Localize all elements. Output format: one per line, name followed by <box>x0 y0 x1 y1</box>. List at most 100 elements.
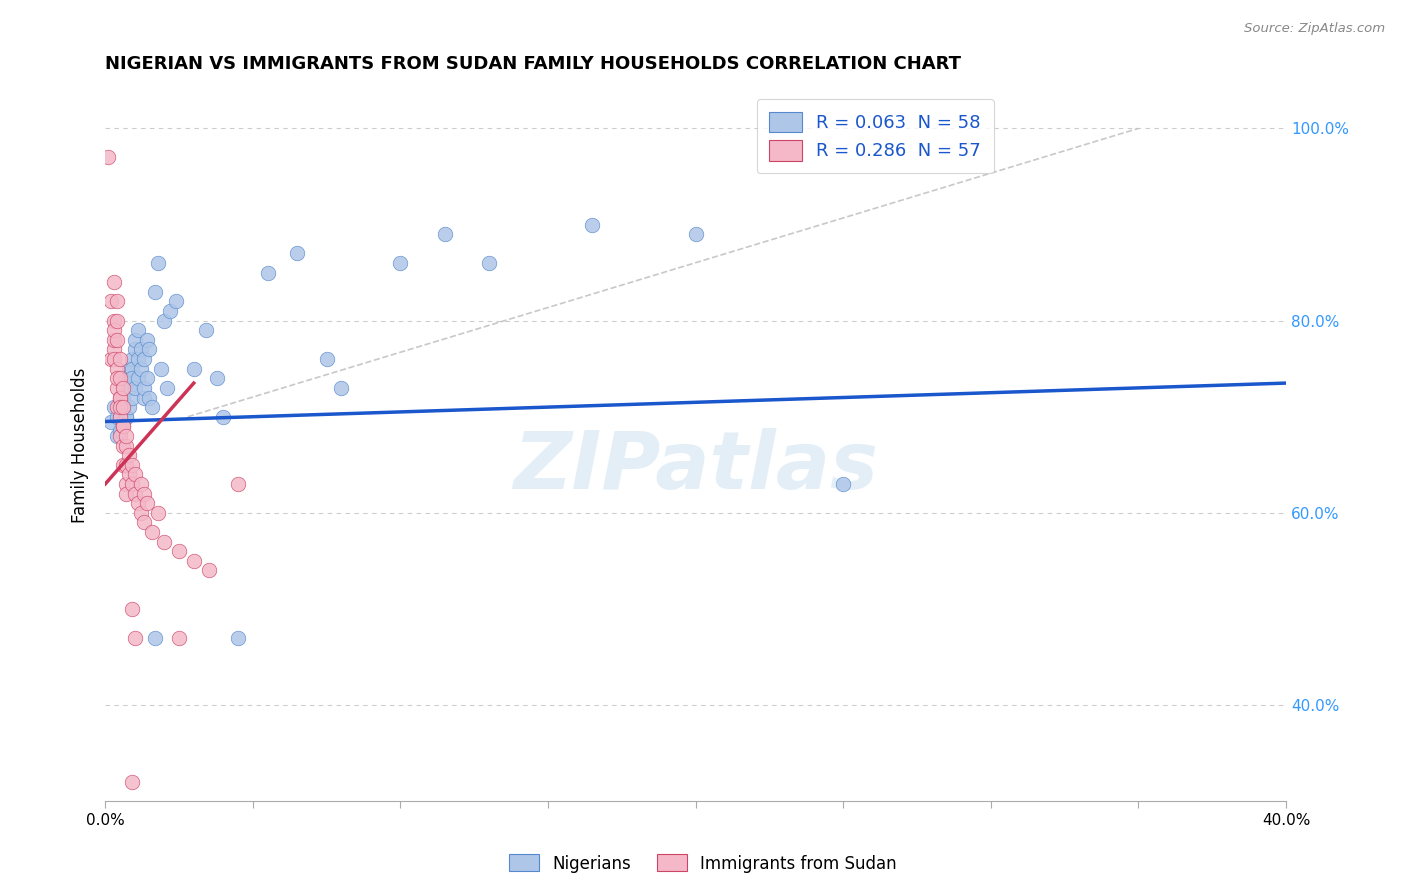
Point <box>103 352 125 367</box>
Point <box>111 415 134 429</box>
Point <box>581 218 603 232</box>
Point <box>138 343 160 357</box>
Point <box>127 371 149 385</box>
Point <box>127 496 149 510</box>
Point <box>145 631 167 645</box>
Point <box>124 333 146 347</box>
Point <box>153 534 176 549</box>
Point <box>141 524 163 539</box>
Point <box>105 429 128 443</box>
Legend: Nigerians, Immigrants from Sudan: Nigerians, Immigrants from Sudan <box>503 847 903 880</box>
Point <box>121 775 143 789</box>
Point <box>129 477 152 491</box>
Point <box>105 333 128 347</box>
Point <box>330 381 353 395</box>
Point <box>103 313 125 327</box>
Point <box>103 400 125 414</box>
Point <box>100 352 122 367</box>
Point <box>129 343 152 357</box>
Point <box>132 486 155 500</box>
Point <box>121 371 143 385</box>
Text: Source: ZipAtlas.com: Source: ZipAtlas.com <box>1244 22 1385 36</box>
Point <box>115 429 138 443</box>
Point <box>389 256 412 270</box>
Point <box>108 352 131 367</box>
Point <box>135 371 157 385</box>
Point <box>108 429 131 443</box>
Point <box>156 381 179 395</box>
Point <box>105 371 128 385</box>
Point <box>121 458 143 472</box>
Point <box>105 294 128 309</box>
Point <box>111 419 134 434</box>
Point <box>832 477 855 491</box>
Point <box>100 415 122 429</box>
Point <box>115 458 138 472</box>
Point <box>207 371 229 385</box>
Text: NIGERIAN VS IMMIGRANTS FROM SUDAN FAMILY HOUSEHOLDS CORRELATION CHART: NIGERIAN VS IMMIGRANTS FROM SUDAN FAMILY… <box>105 55 962 73</box>
Point <box>226 631 249 645</box>
Point <box>105 381 128 395</box>
Point <box>115 477 138 491</box>
Point <box>118 467 141 482</box>
Point <box>167 544 190 558</box>
Point <box>108 424 131 438</box>
Point <box>212 409 235 424</box>
Point <box>115 371 138 385</box>
Point <box>194 323 217 337</box>
Point <box>153 313 176 327</box>
Point <box>111 458 134 472</box>
Point <box>127 323 149 337</box>
Point <box>197 564 219 578</box>
Point <box>165 294 187 309</box>
Point <box>118 400 141 414</box>
Legend: R = 0.063  N = 58, R = 0.286  N = 57: R = 0.063 N = 58, R = 0.286 N = 57 <box>756 99 994 173</box>
Point <box>124 381 146 395</box>
Point <box>105 313 128 327</box>
Point <box>478 256 501 270</box>
Point <box>685 227 707 241</box>
Point <box>183 361 205 376</box>
Point <box>135 333 157 347</box>
Point <box>256 266 278 280</box>
Point <box>132 516 155 530</box>
Point <box>124 467 146 482</box>
Point <box>145 285 167 299</box>
Point <box>121 477 143 491</box>
Point <box>124 343 146 357</box>
Point <box>103 333 125 347</box>
Point <box>103 275 125 289</box>
Point <box>285 246 308 260</box>
Point <box>118 381 141 395</box>
Point <box>111 381 134 395</box>
Point <box>150 361 173 376</box>
Point <box>124 631 146 645</box>
Point <box>111 438 134 452</box>
Point <box>105 409 128 424</box>
Point <box>124 486 146 500</box>
Point <box>103 323 125 337</box>
Point <box>141 400 163 414</box>
Point <box>226 477 249 491</box>
Point <box>138 391 160 405</box>
Y-axis label: Family Households: Family Households <box>72 368 89 524</box>
Point <box>111 419 134 434</box>
Point <box>118 448 141 462</box>
Point <box>315 352 337 367</box>
Point <box>132 352 155 367</box>
Point <box>132 391 155 405</box>
Point <box>148 256 170 270</box>
Point <box>115 409 138 424</box>
Point <box>121 602 143 616</box>
Point <box>108 409 131 424</box>
Point <box>148 506 170 520</box>
Point <box>183 554 205 568</box>
Point <box>115 486 138 500</box>
Point <box>132 381 155 395</box>
Point <box>118 361 141 376</box>
Point <box>111 400 134 414</box>
Point <box>108 371 131 385</box>
Point <box>108 391 131 405</box>
Point <box>167 631 190 645</box>
Point <box>111 400 134 414</box>
